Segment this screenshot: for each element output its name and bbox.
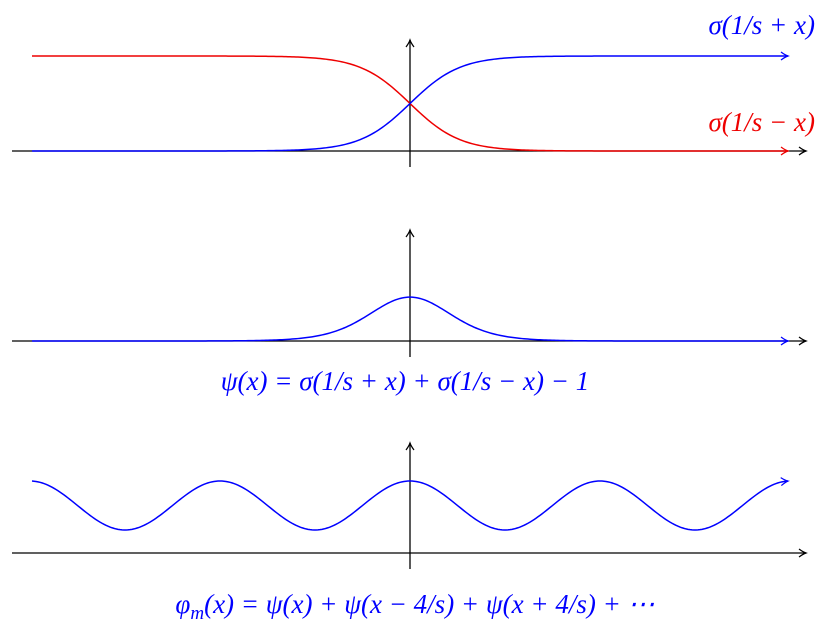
label-sigma-minus: σ(1/s − x) <box>708 107 815 137</box>
label-phi-rest: (x) = ψ(x) + ψ(x − 4/s) + ψ(x + 4/s) + ⋯ <box>204 589 655 619</box>
label-phi: φm(x) = ψ(x) + ψ(x − 4/s) + ψ(x + 4/s) +… <box>175 589 654 624</box>
label-sigma-plus: σ(1/s + x) <box>708 10 815 40</box>
curve-psi <box>32 296 790 346</box>
label-phi-symbol: φ <box>175 589 190 619</box>
curve-phi <box>31 477 790 531</box>
label-psi: ψ(x) = σ(1/s + x) + σ(1/s − x) − 1 <box>221 366 589 396</box>
curve-sigma-plus <box>32 51 790 152</box>
label-phi-subscript: m <box>190 603 204 624</box>
